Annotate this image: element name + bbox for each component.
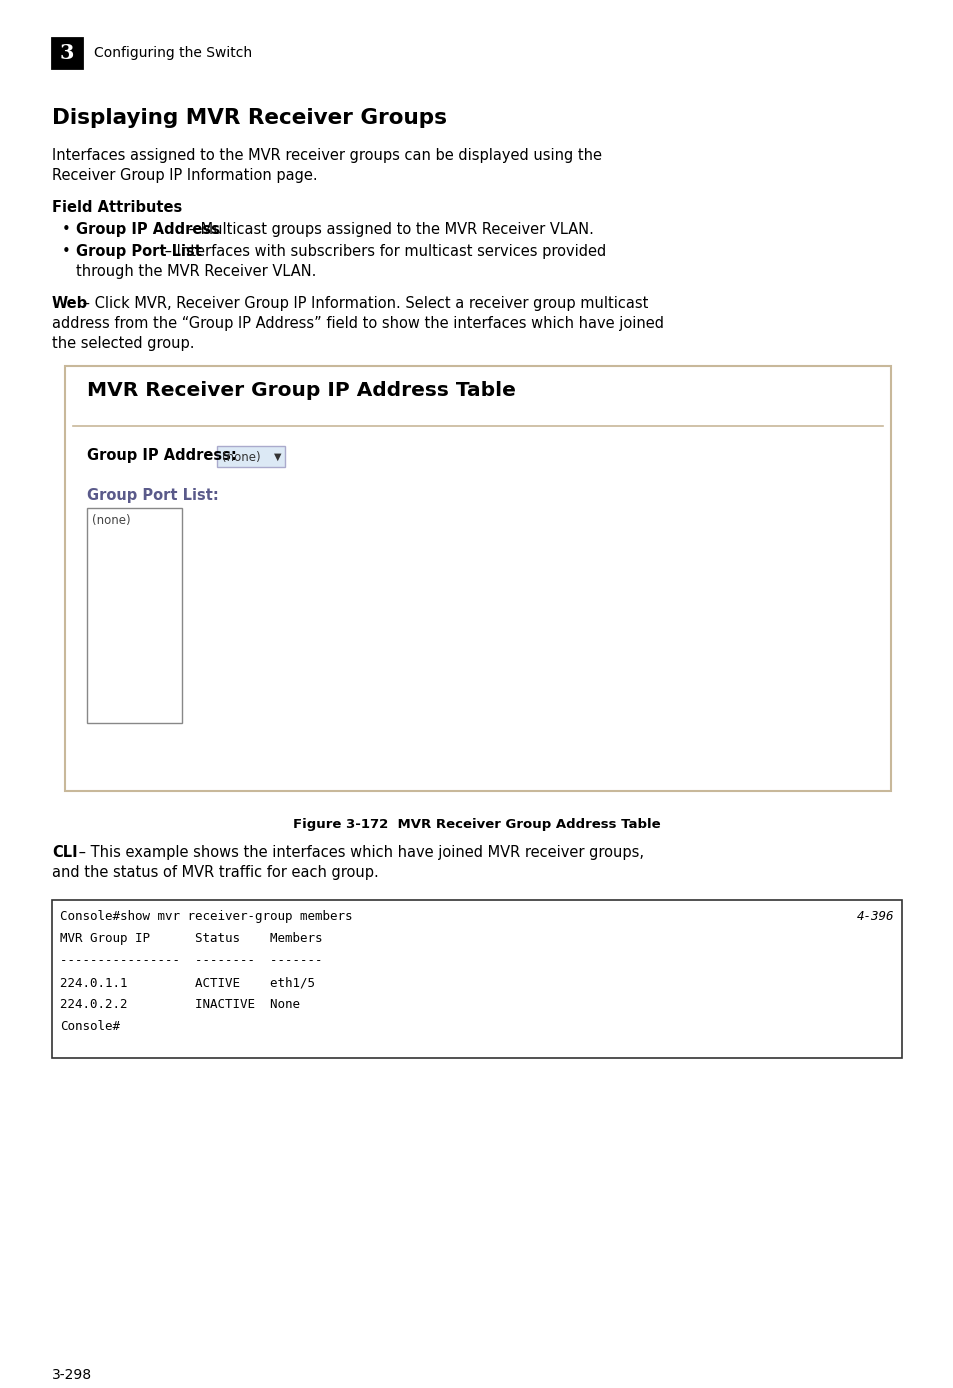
Text: and the status of MVR traffic for each group.: and the status of MVR traffic for each g… [52,865,378,880]
Text: – Click MVR, Receiver Group IP Information. Select a receiver group multicast: – Click MVR, Receiver Group IP Informati… [78,296,648,311]
Text: – Interfaces with subscribers for multicast services provided: – Interfaces with subscribers for multic… [160,244,605,260]
Text: Web: Web [52,296,88,311]
Text: MVR Receiver Group IP Address Table: MVR Receiver Group IP Address Table [87,380,516,400]
Text: the selected group.: the selected group. [52,336,194,351]
FancyBboxPatch shape [65,366,890,791]
Text: ▼: ▼ [274,452,281,462]
FancyBboxPatch shape [87,508,182,723]
Text: Figure 3-172  MVR Receiver Group Address Table: Figure 3-172 MVR Receiver Group Address … [293,818,660,831]
FancyBboxPatch shape [52,899,901,1058]
Text: Group Port List: Group Port List [76,244,202,260]
Text: Interfaces assigned to the MVR receiver groups can be displayed using the: Interfaces assigned to the MVR receiver … [52,149,601,162]
FancyBboxPatch shape [216,446,285,466]
Text: (none): (none) [222,451,260,464]
Text: 3: 3 [60,43,74,62]
Text: – This example shows the interfaces which have joined MVR receiver groups,: – This example shows the interfaces whic… [74,845,643,861]
Text: Console#show mvr receiver-group members: Console#show mvr receiver-group members [60,911,352,923]
Text: Group IP Address:: Group IP Address: [87,448,236,464]
Text: Displaying MVR Receiver Groups: Displaying MVR Receiver Groups [52,108,447,128]
Text: Console#: Console# [60,1020,120,1033]
Text: 3-298: 3-298 [52,1369,92,1382]
Text: Configuring the Switch: Configuring the Switch [94,46,252,60]
Text: Field Attributes: Field Attributes [52,200,182,215]
FancyBboxPatch shape [52,37,82,68]
Text: Group Port List:: Group Port List: [87,489,218,502]
Text: (none): (none) [91,514,131,527]
Text: ----------------  --------  -------: ---------------- -------- ------- [60,954,322,967]
Text: address from the “Group IP Address” field to show the interfaces which have join: address from the “Group IP Address” fiel… [52,316,663,330]
Text: CLI: CLI [52,845,77,861]
Text: 4-396: 4-396 [856,911,893,923]
Text: Group IP Address: Group IP Address [76,222,219,237]
Text: 224.0.2.2         INACTIVE  None: 224.0.2.2 INACTIVE None [60,998,299,1010]
Text: Receiver Group IP Information page.: Receiver Group IP Information page. [52,168,317,183]
Text: through the MVR Receiver VLAN.: through the MVR Receiver VLAN. [76,264,316,279]
Text: MVR Group IP      Status    Members: MVR Group IP Status Members [60,931,322,945]
Text: 224.0.1.1         ACTIVE    eth1/5: 224.0.1.1 ACTIVE eth1/5 [60,976,314,990]
Text: •: • [62,244,71,260]
Text: – Multicast groups assigned to the MVR Receiver VLAN.: – Multicast groups assigned to the MVR R… [184,222,594,237]
Text: •: • [62,222,71,237]
